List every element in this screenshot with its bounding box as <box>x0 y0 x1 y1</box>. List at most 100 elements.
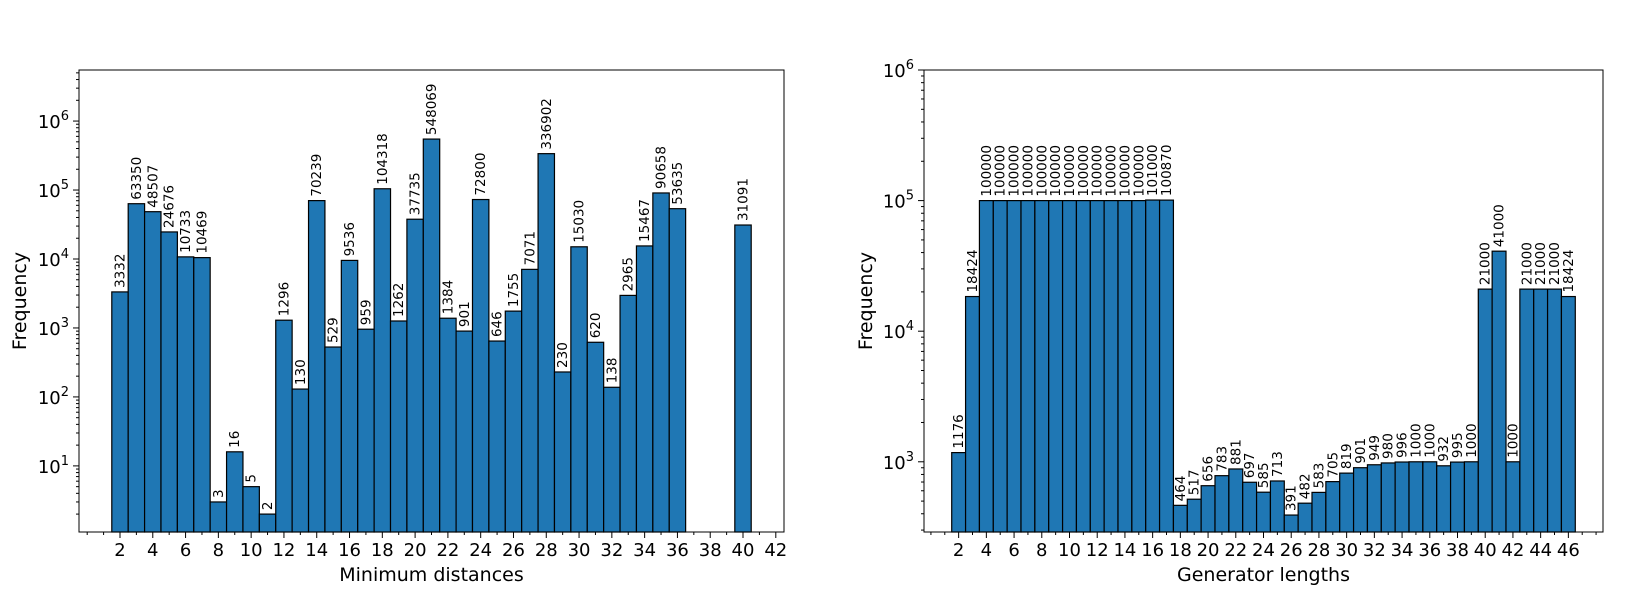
data-label: 10469 <box>194 211 210 254</box>
data-label: 517 <box>1187 469 1203 495</box>
data-label: 656 <box>1201 456 1217 482</box>
data-label: 70239 <box>309 154 325 197</box>
x-tick-label: 22 <box>1224 540 1247 561</box>
bar <box>143 211 162 533</box>
data-label: 21000 <box>1533 242 1549 285</box>
data-label: 2965 <box>621 257 637 291</box>
data-label: 72800 <box>473 153 489 196</box>
y-tick-label: 103 <box>38 316 69 340</box>
x-tick-label: 38 <box>699 540 722 561</box>
data-label: 620 <box>588 312 604 338</box>
bar <box>734 224 752 533</box>
bar <box>1131 200 1147 533</box>
bar <box>1519 288 1535 533</box>
y-tick-label: 104 <box>883 319 914 343</box>
bar <box>570 246 588 533</box>
bar <box>225 451 244 533</box>
x-tick-label: 44 <box>1529 540 1552 561</box>
bar <box>521 268 539 533</box>
bar <box>1505 461 1521 533</box>
bar <box>357 328 375 533</box>
data-label: 1000 <box>1505 423 1521 457</box>
x-tick-label: 6 <box>180 540 191 561</box>
bar <box>992 200 1008 533</box>
data-label: 5 <box>244 474 260 483</box>
bar <box>1145 199 1161 533</box>
data-label: 3 <box>211 489 227 498</box>
data-label: 996 <box>1395 432 1411 458</box>
x-tick-label: 12 <box>272 540 295 561</box>
data-label: 697 <box>1242 452 1258 478</box>
data-label: 901 <box>457 301 473 327</box>
x-tick-label: 30 <box>568 540 591 561</box>
bar <box>1034 200 1050 533</box>
x-ticks-left: 2 4 6 8 10 12 14 16 18 20 22 24 26 28 30 32 34 36 38 40 42 <box>86 532 787 561</box>
x-tick-label: 26 <box>502 540 525 561</box>
bar <box>1048 200 1064 533</box>
bar <box>1172 504 1188 533</box>
x-tick-label: 24 <box>1252 540 1275 561</box>
data-label: 100000 <box>1104 145 1120 197</box>
x-tick-label: 42 <box>764 540 787 561</box>
bar <box>275 319 293 533</box>
bar <box>422 138 441 533</box>
x-tick-label: 16 <box>338 540 361 561</box>
x-tick-label: 8 <box>213 540 224 561</box>
data-label: 100000 <box>1034 145 1050 197</box>
y-axis-label-left: Frequency <box>9 252 31 350</box>
data-label: 1755 <box>506 273 522 307</box>
data-label: 230 <box>555 342 571 368</box>
bar <box>1269 480 1285 533</box>
x-tick-label: 4 <box>981 540 992 561</box>
data-label: 901 <box>1353 438 1369 464</box>
x-tick-label: 2 <box>953 540 964 561</box>
bar <box>1186 498 1202 533</box>
data-label: 1176 <box>951 414 967 448</box>
bar <box>1228 468 1244 533</box>
bar <box>1283 514 1299 533</box>
bar <box>1436 465 1452 533</box>
bar <box>1297 502 1313 533</box>
x-tick-label: 10 <box>240 540 263 561</box>
x-tick-label: 38 <box>1446 540 1469 561</box>
y-axis-label-right: Frequency <box>855 252 877 350</box>
data-label: 15467 <box>637 199 653 242</box>
bar <box>504 310 523 533</box>
bars-right <box>951 199 1576 533</box>
bar <box>1255 491 1272 533</box>
data-label: 1384 <box>440 280 456 314</box>
data-label: 31091 <box>736 178 752 221</box>
data-label: 819 <box>1339 443 1355 469</box>
data-label: 53635 <box>670 162 686 205</box>
data-label: 138 <box>604 357 620 383</box>
x-tick-label: 14 <box>305 540 328 561</box>
bar <box>635 245 654 533</box>
x-tick-label: 34 <box>633 540 656 561</box>
x-tick-label: 26 <box>1280 540 1303 561</box>
x-tick-label: 20 <box>404 540 427 561</box>
x-tick-label: 18 <box>1169 540 1192 561</box>
x-tick-label: 46 <box>1557 540 1580 561</box>
bar <box>619 294 638 533</box>
data-label: 583 <box>1311 463 1327 489</box>
x-tick-label: 40 <box>1474 540 1497 561</box>
bar <box>258 513 277 533</box>
bar <box>1061 200 1078 533</box>
bar <box>553 371 572 533</box>
x-tick-label: 28 <box>535 540 558 561</box>
bar <box>160 231 178 533</box>
data-label: 529 <box>326 317 342 343</box>
bar <box>1311 491 1327 533</box>
x-tick-label: 24 <box>469 540 492 561</box>
data-label: 63350 <box>129 157 145 200</box>
bar <box>603 386 621 533</box>
data-label: 15030 <box>572 200 588 243</box>
x-tick-label: 32 <box>600 540 623 561</box>
x-tick-label: 10 <box>1058 540 1081 561</box>
x-tick-label: 28 <box>1307 540 1330 561</box>
bar <box>1075 200 1091 533</box>
x-tick-label: 18 <box>371 540 394 561</box>
y-tick-label: 101 <box>38 454 69 478</box>
